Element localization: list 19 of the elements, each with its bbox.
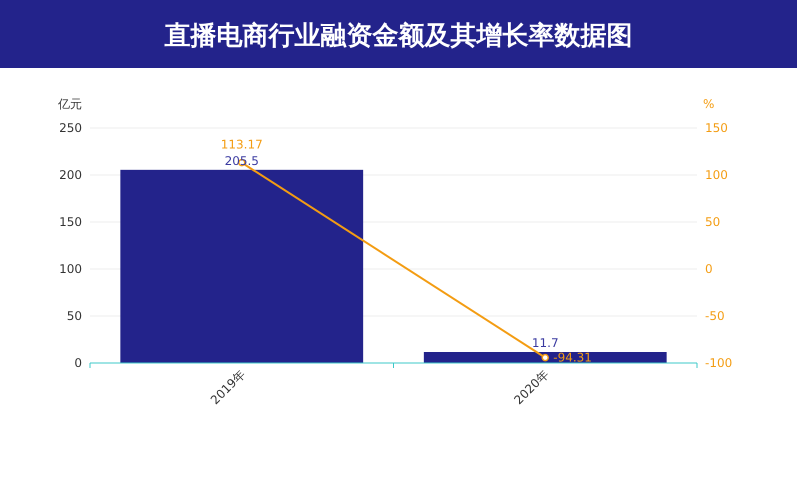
chart-title: 直播电商行业融资金额及其增长率数据图 — [164, 21, 632, 51]
y-tick-label: 250 — [59, 121, 82, 135]
y2-tick-label: 50 — [705, 215, 720, 229]
data-label: 113.17 — [220, 138, 263, 152]
y-tick-label: 100 — [59, 262, 82, 276]
y2-tick-label: -50 — [705, 309, 725, 323]
y-axis-title: 亿元 — [57, 97, 82, 111]
y2-tick-label: 0 — [705, 262, 713, 276]
y-tick-label: 200 — [59, 168, 82, 182]
data-label: 205.5 — [224, 154, 259, 168]
y-tick-label: 50 — [66, 309, 82, 323]
y-tick-label: 0 — [74, 356, 82, 370]
y2-tick-label: 150 — [705, 121, 728, 135]
data-label: 11.7 — [532, 336, 559, 350]
y2-tick-label: -100 — [705, 356, 732, 370]
y2-axis-title: % — [703, 97, 714, 111]
y2-tick-label: 100 — [705, 168, 728, 182]
data-label: -94.31 — [553, 350, 592, 365]
y-tick-label: 150 — [59, 215, 82, 229]
